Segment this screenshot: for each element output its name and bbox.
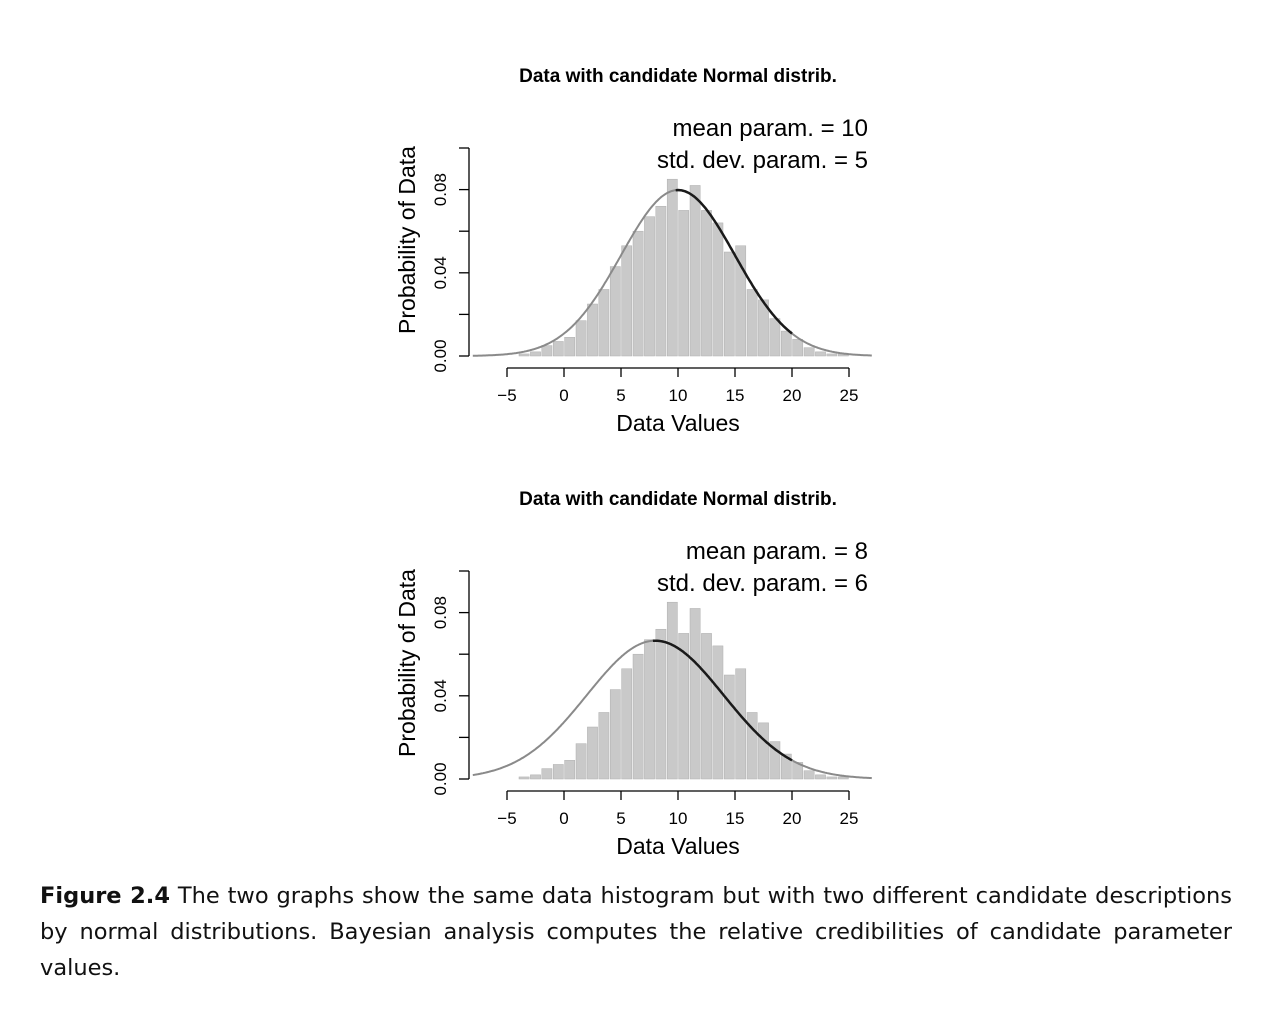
histogram-bar — [518, 353, 530, 357]
y-axis-label: Probability of Data — [394, 569, 420, 757]
chart-top: Data with candidate Normal distrib. mean… — [394, 66, 872, 436]
histogram-bar — [518, 776, 530, 780]
histogram-bar — [758, 722, 769, 780]
histogram-bar — [735, 245, 747, 357]
histogram-bar — [609, 266, 621, 357]
y-tick-label: 0.00 — [431, 762, 450, 795]
annotation-mean: mean param. = 10 — [673, 115, 868, 142]
x-tick-label: 25 — [840, 809, 859, 828]
histogram-bar — [621, 668, 633, 780]
caption-label: Figure 2.4 — [40, 883, 170, 909]
plot-area: −5 0 5 10 15 20 25 0.00 0.04 0.08 — [431, 147, 872, 405]
histogram-bar — [655, 628, 667, 780]
x-tick-label: −5 — [497, 386, 516, 405]
histogram-bar — [541, 768, 553, 780]
figure-caption: Figure 2.4 The two graphs show the same … — [40, 878, 1232, 986]
y-tick-label: 0.00 — [431, 339, 450, 372]
y-tick-label: 0.08 — [431, 596, 450, 629]
histogram-bar — [587, 303, 598, 357]
annotation-sd: std. dev. param. = 5 — [657, 147, 868, 174]
histogram-bar — [632, 653, 644, 780]
histogram-bar — [621, 245, 633, 357]
histogram-bar — [712, 645, 724, 780]
x-tick-label: 25 — [840, 386, 859, 405]
x-tick-label: 0 — [559, 386, 568, 405]
histogram-bar — [552, 341, 564, 357]
histogram-bar — [701, 210, 712, 357]
x-axis-label: Data Values — [616, 410, 740, 436]
x-tick-label: 5 — [616, 386, 625, 405]
caption-text: The two graphs show the same data histog… — [40, 883, 1232, 981]
histogram-bar — [712, 222, 724, 357]
y-axis-label: Probability of Data — [394, 146, 420, 334]
histogram-bar — [666, 601, 678, 780]
histogram-bar — [780, 753, 792, 780]
histogram-bar — [644, 216, 655, 357]
x-tick-label: −5 — [497, 809, 516, 828]
histogram-bar — [689, 185, 701, 357]
histogram-bar — [632, 230, 644, 357]
histogram-bar — [792, 339, 804, 357]
histogram-bar — [746, 712, 758, 780]
histogram-bar — [758, 299, 769, 357]
histogram-bar — [530, 351, 541, 357]
histogram-bar — [723, 251, 735, 357]
histogram-bar — [564, 337, 576, 357]
y-tick-label: 0.04 — [431, 679, 450, 712]
histogram-bar — [701, 633, 712, 780]
histogram-bar — [587, 726, 598, 780]
x-tick-label: 20 — [783, 386, 802, 405]
histogram-bar — [678, 210, 690, 357]
histogram-bar — [769, 318, 781, 357]
chart-title: Data with candidate Normal distrib. — [519, 66, 837, 87]
histogram-bar — [815, 351, 826, 357]
annotation-sd: std. dev. param. = 6 — [657, 570, 868, 597]
histogram-bar — [780, 330, 792, 357]
normal-curve-overlap — [675, 188, 793, 335]
histogram-bar — [655, 205, 667, 357]
histogram-bar — [746, 289, 758, 357]
histogram-bar — [735, 668, 747, 780]
chart-title: Data with candidate Normal distrib. — [519, 489, 837, 510]
annotation-mean: mean param. = 8 — [686, 538, 868, 565]
x-tick-label: 20 — [783, 809, 802, 828]
histogram-bar — [803, 770, 815, 780]
histogram-bar — [644, 639, 655, 780]
y-tick-label: 0.04 — [431, 256, 450, 289]
histogram-bar — [769, 741, 781, 780]
normal-curve-overlap — [652, 639, 793, 762]
x-tick-label: 10 — [669, 809, 688, 828]
histogram-bar — [575, 743, 587, 780]
histogram-bar — [598, 712, 610, 780]
histogram-bar — [541, 345, 553, 357]
histogram-bar — [552, 764, 564, 780]
histogram-bar — [723, 674, 735, 780]
x-tick-label: 0 — [559, 809, 568, 828]
figure: Data with candidate Normal distrib. mean… — [394, 66, 872, 859]
histogram-bar — [826, 353, 838, 357]
x-tick-label: 10 — [669, 386, 688, 405]
histogram-bar — [826, 776, 838, 780]
x-tick-label: 15 — [726, 809, 745, 828]
histogram-bar — [837, 776, 849, 780]
histogram-bar — [815, 774, 826, 780]
plot-area: −5 0 5 10 15 20 25 0.00 0.04 0.08 — [431, 570, 872, 828]
y-tick-label: 0.08 — [431, 173, 450, 206]
histogram-bar — [530, 774, 541, 780]
histogram-bar — [564, 760, 576, 780]
histogram-bar — [678, 633, 690, 780]
histogram-bar — [689, 608, 701, 780]
x-tick-label: 5 — [616, 809, 625, 828]
histogram-bar — [666, 178, 678, 357]
normal-curve — [472, 188, 872, 357]
histogram-bar — [609, 689, 621, 780]
chart-bottom: Data with candidate Normal distrib. mean… — [394, 489, 872, 859]
histogram-bar — [803, 347, 815, 357]
histogram-bar — [575, 320, 587, 357]
histogram-bar — [598, 289, 610, 357]
x-axis-label: Data Values — [616, 833, 740, 859]
x-tick-label: 15 — [726, 386, 745, 405]
